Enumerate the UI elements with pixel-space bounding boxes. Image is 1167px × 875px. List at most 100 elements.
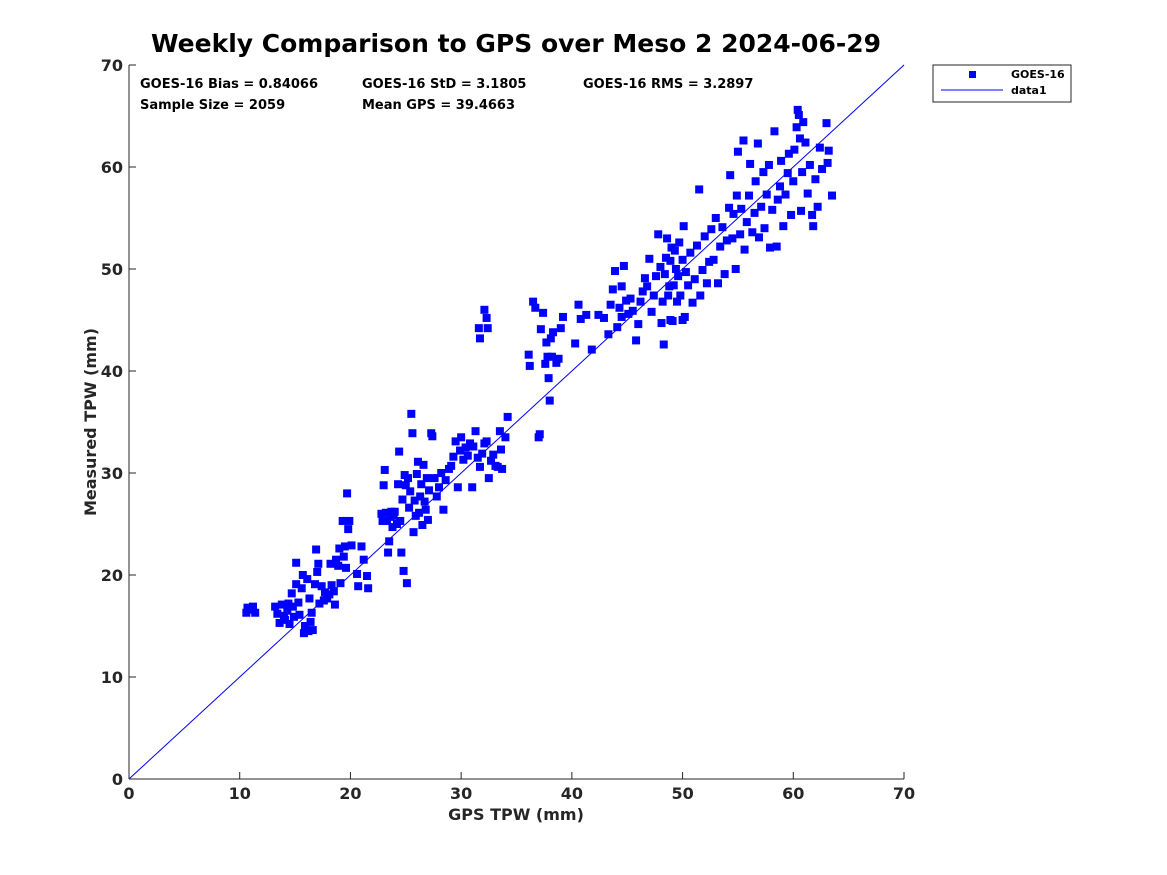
scatter-point [679,222,688,231]
scatter-point [406,487,415,496]
stat-rms: GOES-16 RMS = 3.2897 [583,77,753,92]
scatter-point [803,189,812,198]
y-tick-label: 50 [101,260,123,279]
scatter-point [308,626,317,635]
scatter-point [298,571,307,579]
scatter-point [303,575,312,584]
x-tick-label: 50 [671,784,693,803]
scatter-point [396,516,405,525]
scatter-point [385,537,394,546]
scatter-point [628,306,637,315]
scatter-point [781,190,790,199]
axes-group: 0 10 20 30 40 50 60 70 0 10 20 30 40 50 60 70 [101,56,915,803]
scatter-point [652,272,660,281]
scatter-point [332,555,341,564]
scatter-point [408,429,417,438]
x-tick-label: 60 [782,784,804,803]
scatter-point [480,305,489,314]
scatter-point [243,603,252,612]
scatter-point [676,291,685,300]
scatter-point [670,246,679,255]
scatter-point [402,579,411,588]
x-tick-label: 0 [123,784,134,803]
scatter-point [461,443,470,452]
scatter-point [688,298,697,307]
scatter-point [729,209,738,218]
scatter-point [554,354,563,363]
scatter-point [663,234,672,243]
scatter-point [740,245,749,254]
scatter-point [805,160,814,169]
scatter-point [711,214,720,222]
scatter-point [283,606,292,615]
scatter-point [772,242,781,251]
scatter-point [760,224,769,233]
scatter-point [748,228,757,237]
scatter-point [645,254,654,263]
scatter-point [344,525,353,534]
scatter-point [329,587,338,596]
scatter-point [649,291,658,300]
scatter-point [323,594,332,603]
scatter-point [498,464,507,473]
scatter-point [757,202,766,211]
chart-title: Weekly Comparison to GPS over Meso 2 202… [151,29,881,58]
scatter-point [459,455,468,464]
scatter-point [666,316,675,324]
scatter-point [658,297,667,306]
scatter-point [457,433,466,442]
scatter-point [338,516,347,525]
scatter-point [415,508,424,517]
scatter-point [815,143,824,152]
scatter-point [384,548,393,557]
scatter-point [419,460,428,469]
scatter-point [399,566,408,575]
scatter-point [447,461,456,470]
scatter-point [284,599,293,608]
scatter-point [531,303,540,312]
scatter-point [359,555,368,564]
scatter-point [714,279,722,288]
scatter-point [275,618,284,627]
scatter-point [489,450,498,459]
stat-bias: GOES-16 Bias = 0.84066 [140,77,318,92]
scatter-point [342,563,350,572]
scatter-point [493,462,502,471]
scatter-point [594,310,603,319]
scatter-point [824,146,833,155]
scatter-point [809,222,818,231]
scatter-point [684,281,693,290]
scatter-point [449,452,458,461]
series-line-data1 [128,64,905,780]
scatter-point [750,208,759,217]
scatter-point [665,282,674,291]
scatter-point [421,505,430,514]
scatter-point [317,582,326,591]
scatter-point [731,265,740,273]
scatter-point [546,334,555,343]
stat-sample-size: Sample Size = 2059 [140,98,285,113]
y-tick-label: 30 [101,464,123,483]
scatter-point [574,300,583,309]
scatter-point [463,451,472,460]
scatter-point [380,465,389,474]
scatter-point [736,230,745,239]
scatter-point [728,234,737,243]
scatter-point [674,272,683,281]
scatter-point [582,310,591,319]
x-axis-label: GPS TPW (mm) [448,805,584,824]
scatter-point [347,541,356,550]
scatter-point [604,330,613,339]
scatter-point [377,509,386,518]
scatter-point [776,182,784,191]
scatter-point [364,584,373,593]
scatter-point [737,204,746,213]
scatter-point [497,445,505,454]
scatter-point [606,300,615,309]
x-tick-label: 20 [339,784,361,803]
scatter-point [394,480,403,489]
scatter-point [382,516,391,525]
scatter-point [423,515,432,524]
scatter-point [484,474,493,483]
scatter-point [543,352,552,361]
